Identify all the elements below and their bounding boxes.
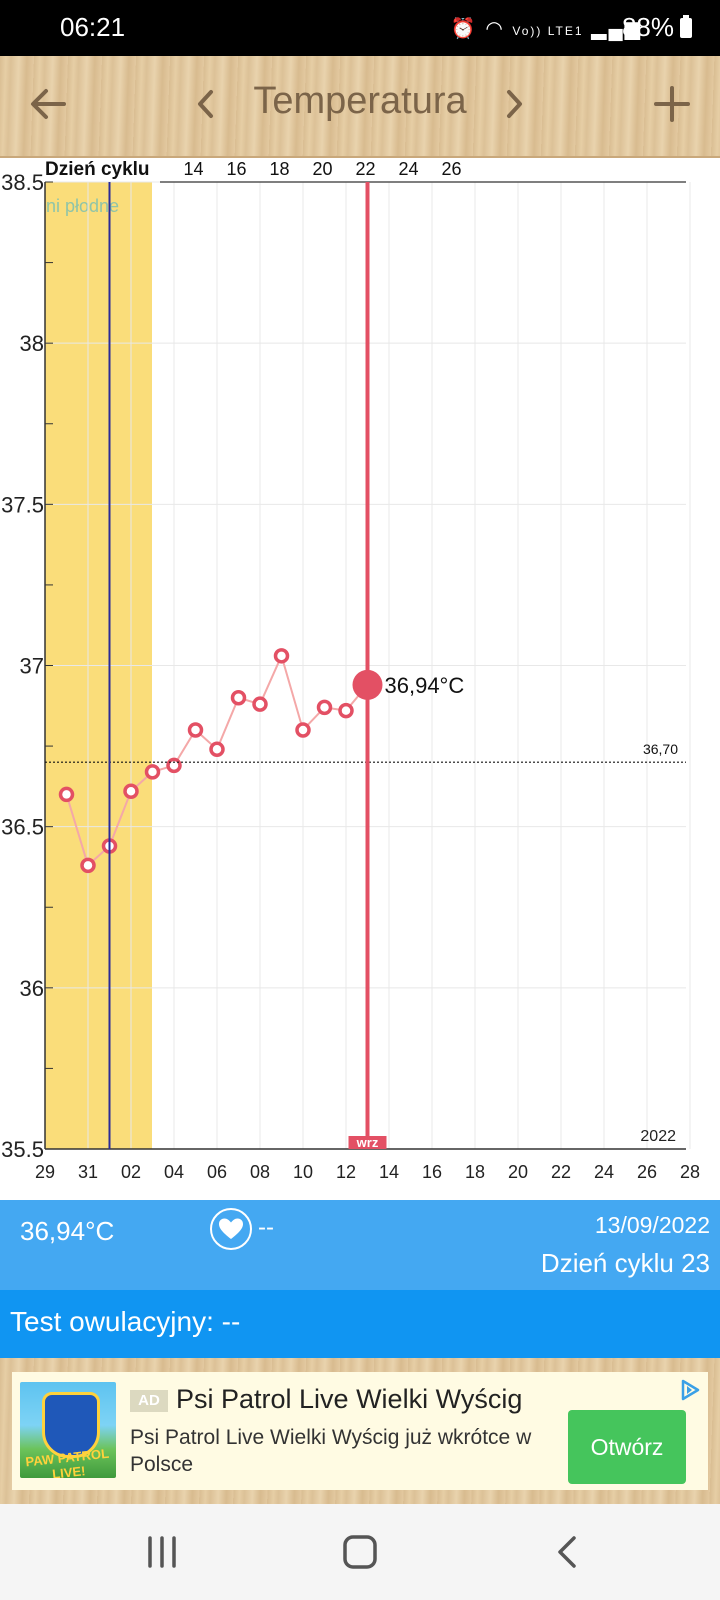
back-nav-icon (558, 1536, 576, 1568)
selected-value-label: 36,94°C (385, 673, 465, 698)
wifi-icon: ◠ (485, 18, 505, 40)
status-icons: ⏰ ◠ Vo)) LTE1 ▂▄▆ (451, 16, 642, 41)
ad-image[interactable]: PAW PATROL LIVE! (20, 1382, 116, 1478)
cycle-tick-label: 22 (355, 159, 375, 179)
recents-icon (148, 1536, 176, 1568)
x-tick-label: 16 (422, 1162, 442, 1182)
x-tick-label: 14 (379, 1162, 399, 1182)
cycle-tick-label: 20 (312, 159, 332, 179)
data-point (187, 722, 204, 738)
data-point (166, 757, 182, 774)
ad-open-button[interactable]: Otwórz (568, 1410, 686, 1484)
paw-patrol-shield-icon (42, 1392, 100, 1458)
info-temperature: 36,94°C (20, 1216, 115, 1246)
month-label: wrz (356, 1135, 379, 1150)
add-button[interactable] (644, 76, 700, 132)
next-button[interactable] (486, 76, 542, 132)
cycle-tick-label: 18 (269, 159, 289, 179)
data-point (230, 689, 247, 706)
recents-button[interactable] (138, 1528, 186, 1576)
cycle-tick-label: 26 (441, 159, 461, 179)
cycle-tick-label: 16 (226, 159, 246, 179)
x-tick-label: 24 (594, 1162, 614, 1182)
y-tick-label: 38 (20, 331, 44, 356)
data-point (123, 783, 139, 799)
app-header: Temperatura (0, 56, 720, 158)
chevron-left-icon (198, 90, 213, 118)
x-tick-label: 08 (250, 1162, 270, 1182)
info-date: 13/09/2022 (594, 1212, 710, 1238)
y-tick-label: 36.5 (1, 815, 44, 840)
system-nav-bar (0, 1504, 720, 1600)
home-button[interactable] (336, 1528, 384, 1576)
battery-icon (680, 15, 692, 38)
cycle-tick-label: 14 (183, 159, 203, 179)
alarm-icon: ⏰ (450, 18, 478, 40)
ad-banner[interactable]: PAW PATROL LIVE! AD Psi Patrol Live Wiel… (12, 1372, 708, 1490)
signal-icon: ▂▄▆ (591, 18, 642, 40)
year-label: 2022 (640, 1128, 676, 1145)
y-tick-label: 38.5 (1, 170, 44, 195)
heart-value: -- (258, 1214, 274, 1241)
ad-choices-icon[interactable] (678, 1378, 702, 1402)
x-tick-label: 02 (121, 1162, 141, 1182)
data-point (58, 786, 75, 803)
x-tick-label: 22 (551, 1162, 571, 1182)
coverline-label: 36,70 (643, 741, 678, 757)
cycle-day-label: Dzień cyklu (45, 159, 150, 180)
x-tick-label: 06 (207, 1162, 227, 1182)
fertile-label: ni płodne (46, 196, 119, 216)
ovulation-test-text: Test owulacyjny: -- (10, 1306, 241, 1337)
plus-icon (654, 86, 690, 122)
x-tick-label: 28 (680, 1162, 700, 1182)
day-info-panel[interactable]: 36,94°C -- 13/09/2022 Dzień cyklu 23 (0, 1200, 720, 1290)
temperature-chart[interactable]: ni płodne 35.5 36 36.5 37 37.5 38 38.5 29 31 02 04… (0, 158, 720, 1200)
ad-badge: AD (130, 1390, 168, 1412)
y-tick-label: 35.5 (1, 1137, 44, 1162)
y-tick-label: 36 (20, 976, 44, 1001)
heart-icon[interactable] (210, 1208, 252, 1250)
x-tick-label: 18 (465, 1162, 485, 1182)
previous-button[interactable] (178, 76, 234, 132)
data-point (273, 648, 290, 664)
x-tick-label: 04 (164, 1162, 184, 1182)
data-point (144, 764, 161, 780)
battery-percent: 88% (621, 12, 674, 42)
info-cycle-day: Dzień cyklu 23 (540, 1248, 710, 1278)
chevron-right-icon (507, 90, 522, 118)
data-point (338, 702, 354, 719)
cycle-tick-label: 24 (398, 159, 418, 179)
home-icon (343, 1535, 377, 1569)
y-tick-label: 37 (20, 654, 44, 679)
data-point (80, 857, 96, 874)
temperature-chart-svg[interactable]: ni płodne 35.5 36 36.5 37 37.5 38 38.5 29 31 02 04… (0, 158, 720, 1200)
ovulation-test-panel[interactable]: Test owulacyjny: -- (0, 1290, 720, 1358)
x-tick-label: 26 (637, 1162, 657, 1182)
back-button[interactable] (20, 76, 76, 132)
ad-title[interactable]: Psi Patrol Live Wielki Wyścig (176, 1384, 523, 1414)
x-tick-label: 12 (336, 1162, 356, 1182)
x-tick-label: 20 (508, 1162, 528, 1182)
data-point (316, 699, 333, 716)
x-tick-label: 29 (35, 1162, 55, 1182)
ad-description: Psi Patrol Live Wielki Wyścig już wkrótc… (130, 1426, 532, 1476)
ad-image-text: PAW PATROL LIVE! (24, 1445, 110, 1478)
data-point (209, 741, 225, 758)
x-tick-label: 10 (293, 1162, 313, 1182)
status-time: 06:21 (60, 12, 126, 42)
status-bar: 06:21 ⏰ ◠ Vo)) LTE1 ▂▄▆ 88% (0, 0, 720, 56)
back-nav-button[interactable] (544, 1528, 592, 1576)
ad-container: PAW PATROL LIVE! AD Psi Patrol Live Wiel… (0, 1358, 720, 1504)
x-tick-label: 31 (78, 1162, 98, 1182)
network-label: Vo)) LTE1 (512, 24, 584, 38)
y-tick-label: 37.5 (1, 492, 44, 517)
data-point (295, 722, 311, 738)
page-title: Temperatura (253, 80, 467, 122)
data-point (252, 696, 268, 712)
arrow-left-icon (31, 89, 66, 119)
month-label-bg (348, 1136, 387, 1149)
